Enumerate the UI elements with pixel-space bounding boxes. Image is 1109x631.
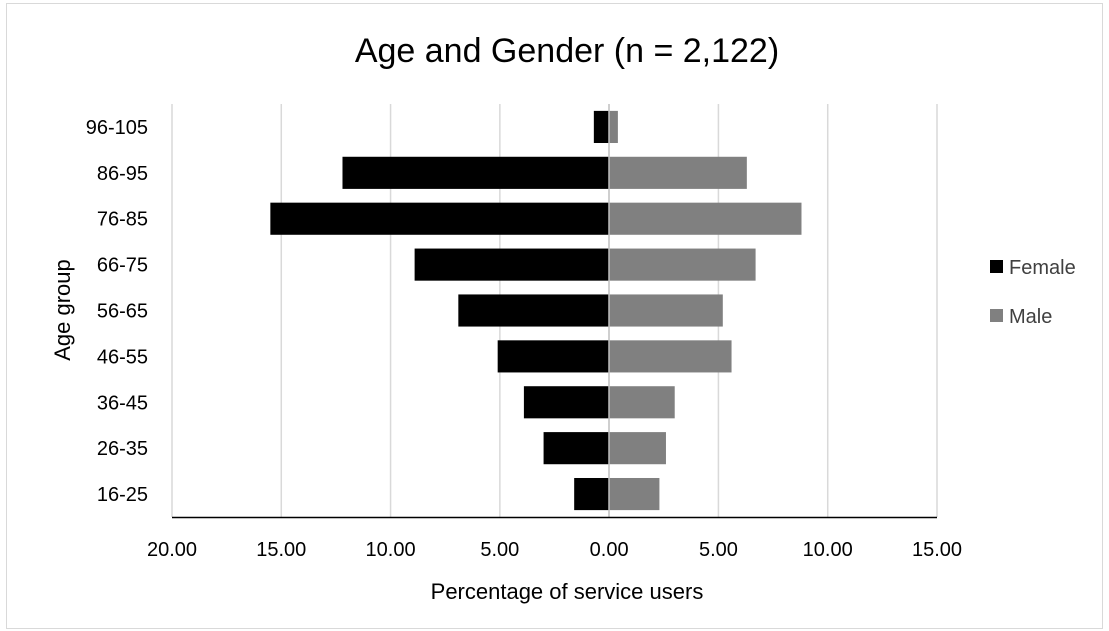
bar-female — [414, 248, 610, 281]
bar-female — [574, 477, 610, 511]
legend-swatch — [990, 260, 1003, 273]
y-tick-label: 16-25 — [97, 484, 148, 506]
y-axis-title: Age group — [50, 259, 75, 361]
bar-female — [523, 386, 610, 419]
x-tick-label: 5.00 — [480, 539, 519, 561]
x-tick-label: 10.00 — [803, 539, 853, 561]
y-tick-label: 36-45 — [97, 392, 148, 414]
y-tick-labels: 16-25 26-35 36-45 46-55 56-65 66-75 76-85 86-95… — [86, 117, 148, 506]
x-tick-labels: 20.00 15.00 10.00 5.00 0.00 5.00 10.00 15.00 — [147, 539, 962, 561]
bars — [270, 110, 802, 511]
x-tick-label: 0.00 — [590, 539, 629, 561]
bar-male — [609, 432, 666, 465]
x-tick-label: 15.00 — [912, 539, 962, 561]
bar-male — [609, 110, 618, 144]
bar-male — [609, 248, 756, 281]
x-tick-label: 15.00 — [256, 539, 306, 561]
legend-label: Male — [1009, 306, 1052, 328]
bar-male — [609, 202, 802, 235]
bar-male — [609, 294, 723, 327]
bar-male — [609, 386, 675, 419]
x-tick-label: 5.00 — [699, 539, 738, 561]
bar-male — [609, 477, 660, 511]
bar-female — [497, 340, 610, 373]
y-tick-label: 46-55 — [97, 346, 148, 368]
y-tick-label: 56-65 — [97, 301, 148, 323]
chart-title: Age and Gender (n = 2,122) — [355, 32, 779, 70]
x-tick-label: 10.00 — [366, 539, 416, 561]
bar-female — [342, 156, 610, 189]
bar-female — [543, 432, 610, 465]
x-tick-label: 20.00 — [147, 539, 197, 561]
bar-male — [609, 156, 747, 189]
legend-swatch — [990, 309, 1003, 322]
x-axis-title: Percentage of service users — [431, 579, 704, 604]
y-tick-label: 86-95 — [97, 163, 148, 185]
legend: Female Male — [990, 257, 1076, 328]
y-tick-label: 26-35 — [97, 438, 148, 460]
y-tick-label: 96-105 — [86, 117, 148, 139]
y-tick-label: 66-75 — [97, 255, 148, 277]
y-tick-label: 76-85 — [97, 209, 148, 231]
bar-female — [270, 202, 610, 235]
legend-label: Female — [1009, 257, 1076, 279]
bar-female — [593, 110, 610, 144]
bar-male — [609, 340, 732, 373]
bar-female — [458, 294, 610, 327]
